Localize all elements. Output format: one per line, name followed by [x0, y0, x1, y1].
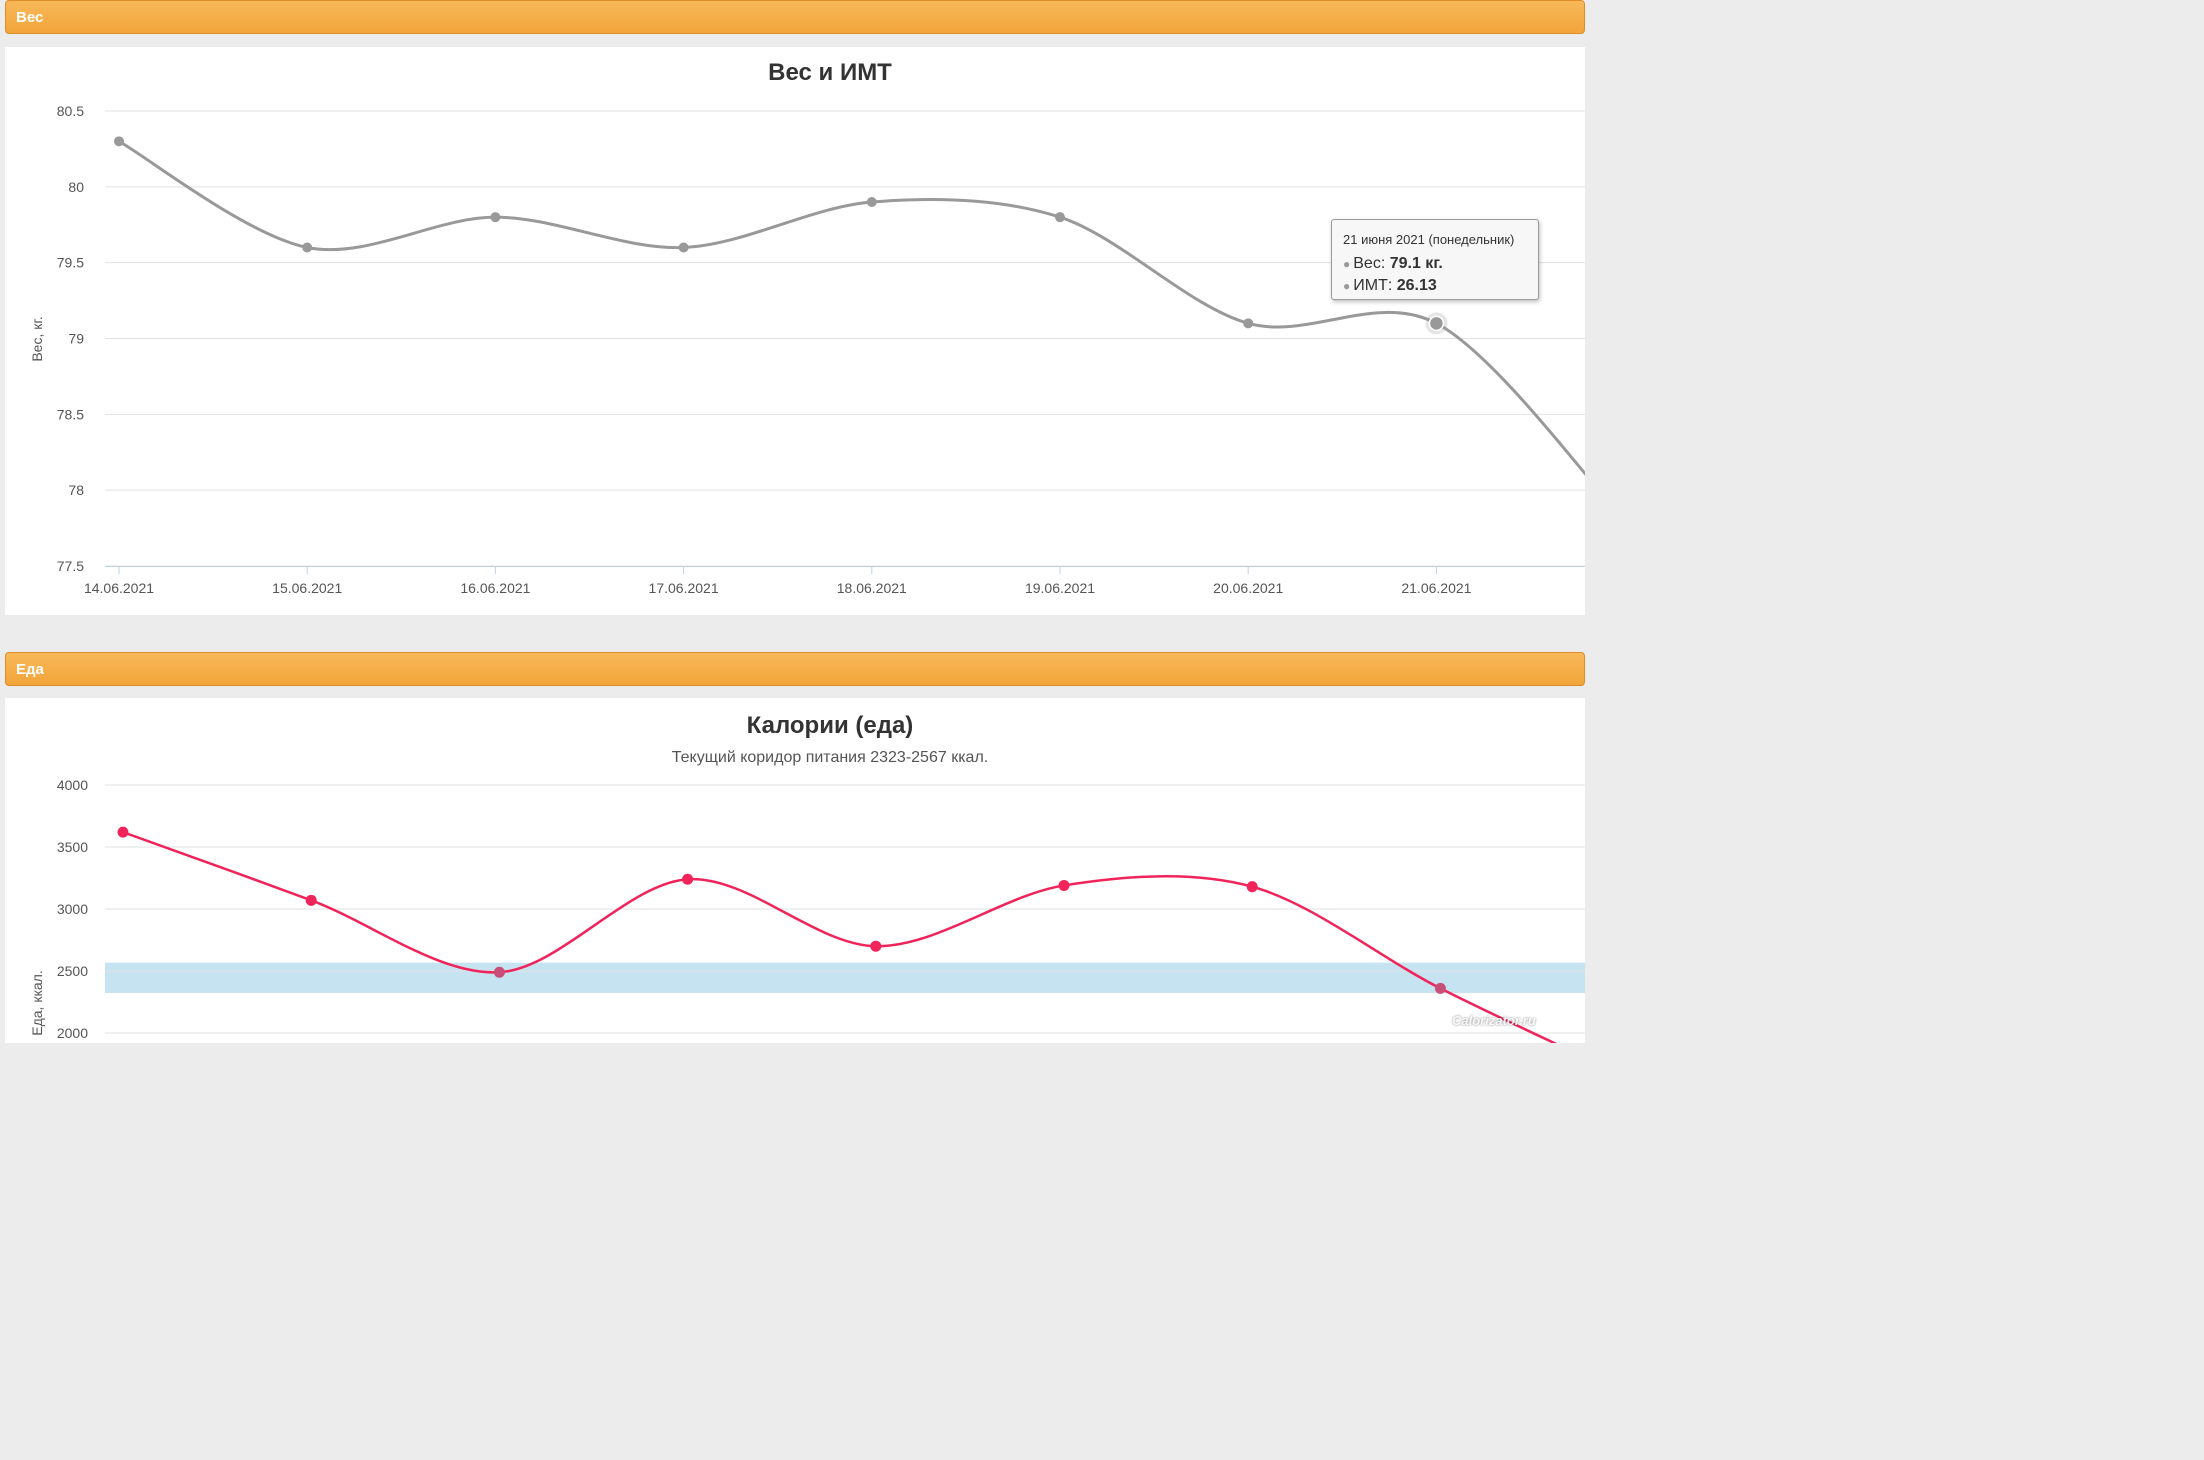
- x-tick-label: 19.06.2021: [1025, 580, 1095, 596]
- weight-tooltip: 21 июня 2021 (понедельник) ● Вес: 79.1 кг…: [1331, 219, 1539, 300]
- x-tick-label: 16.06.2021: [460, 580, 530, 596]
- chart-subtitle: Текущий коридор питания 2323-2567 ккал.: [672, 749, 988, 766]
- tooltip-bmi-row: ● ИМТ: 26.13: [1343, 275, 1538, 297]
- data-point: [490, 212, 501, 223]
- chart-title: Калории (еда): [747, 712, 914, 739]
- data-point: [678, 242, 689, 253]
- data-point: [114, 136, 124, 147]
- y-axis-label: Еда, ккал.: [29, 970, 45, 1035]
- data-point: [493, 966, 505, 978]
- calories-chart: Калории (еда) Текущий коридор питания 232…: [29, 712, 1630, 1079]
- tooltip-weight-label: Вес:: [1353, 255, 1386, 272]
- tooltip-weight-row: ● Вес: 79.1 кг.: [1343, 253, 1538, 275]
- watermark: Calorizator.ru: [1452, 1013, 1536, 1028]
- target-band: [105, 962, 1585, 993]
- y-tick-label: 2500: [57, 963, 88, 979]
- x-tick-label: 15.06.2021: [272, 580, 342, 596]
- tooltip-bmi-label: ИМТ:: [1353, 277, 1393, 294]
- series-line: [122, 830, 1630, 1079]
- y-tick-label: 79: [68, 331, 84, 347]
- y-tick-label: 78: [68, 482, 84, 498]
- section-title: Вес: [16, 9, 44, 26]
- section-header-weight[interactable]: Вес: [5, 0, 1585, 34]
- data-point: [305, 894, 317, 906]
- data-point: [117, 826, 129, 838]
- data-point: [1243, 318, 1254, 329]
- y-axis-label: Вес, кг.: [29, 316, 45, 361]
- y-tick-label: 77.5: [57, 558, 84, 574]
- y-tick-label: 80.5: [57, 103, 84, 119]
- x-tick-label: 17.06.2021: [649, 580, 719, 596]
- y-tick-label: 3500: [57, 839, 88, 855]
- y-tick-label: 80: [68, 179, 84, 195]
- y-tick-label: 3000: [57, 901, 88, 917]
- y-tick-label: 79.5: [57, 255, 84, 271]
- section-title: Еда: [16, 661, 44, 678]
- y-tick-label: 4000: [57, 777, 88, 793]
- chart-title: Вес и ИМТ: [768, 59, 892, 86]
- x-tick-label: 21.06.2021: [1401, 580, 1471, 596]
- data-point: [302, 242, 313, 253]
- data-point: [682, 873, 694, 885]
- tooltip-bmi-value: 26.13: [1396, 277, 1437, 294]
- weight-chart-panel: Вес и ИМТ 80.5 80 79.5 79 78.5 78 77.5 Вес, кг. 1…: [5, 47, 1630, 615]
- data-point: [1055, 212, 1065, 223]
- y-tick-label: 78.5: [57, 406, 84, 422]
- tooltip-weight-value: 79.1 кг.: [1389, 255, 1443, 272]
- calories-chart-panel: Калории (еда) Текущий коридор питания 232…: [5, 698, 1630, 1079]
- series-line: [118, 140, 1626, 522]
- data-point: [1428, 315, 1445, 332]
- weight-chart: Вес и ИМТ 80.5 80 79.5 79 78.5 78 77.5 Вес, кг. 1…: [29, 59, 1630, 596]
- data-point: [1434, 982, 1446, 994]
- data-point: [1246, 881, 1258, 893]
- section-header-food[interactable]: Еда: [5, 652, 1585, 686]
- x-tick-label: 20.06.2021: [1213, 580, 1283, 596]
- data-point: [1058, 879, 1070, 891]
- x-tick-label: 18.06.2021: [837, 580, 907, 596]
- x-tick-label: 14.06.2021: [84, 580, 154, 596]
- data-point: [866, 197, 877, 207]
- bullet-icon: ●: [1343, 279, 1351, 293]
- bullet-icon: ●: [1343, 257, 1351, 271]
- tooltip-date: 21 июня 2021 (понедельник): [1343, 232, 1515, 247]
- y-tick-label: 2000: [57, 1025, 88, 1041]
- data-point: [870, 940, 882, 952]
